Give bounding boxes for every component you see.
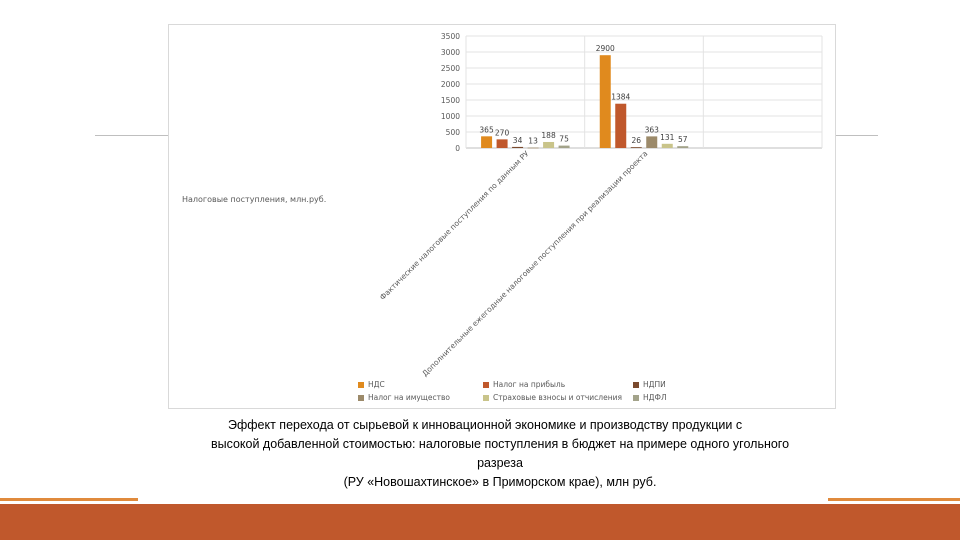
bar <box>615 103 627 148</box>
decorative-line-left <box>95 135 168 136</box>
legend-row-2: Налог на имущество Страховые взносы и от… <box>358 391 698 404</box>
bar <box>599 55 611 149</box>
legend-swatch <box>633 381 639 388</box>
data-label: 2900 <box>596 44 615 53</box>
legend-label: НДФЛ <box>643 393 667 402</box>
caption-line-2: высокой добавленной стоимостью: налоговы… <box>210 437 790 451</box>
legend-label: Налог на прибыль <box>493 380 566 389</box>
bar <box>527 147 539 149</box>
legend-item-property-tax: Налог на имущество <box>358 393 483 402</box>
y-tick-label: 3000 <box>441 48 460 57</box>
legend-label: НДС <box>368 380 385 389</box>
y-tick-label: 0 <box>455 144 460 153</box>
legend-label: Налог на имущество <box>368 393 450 402</box>
legend-row-1: НДС Налог на прибыль НДПИ <box>358 378 698 391</box>
data-label: 363 <box>645 125 660 134</box>
legend-label: Страховые взносы и отчисления <box>493 393 623 402</box>
bar <box>661 143 673 148</box>
bar <box>558 145 570 148</box>
bar <box>496 139 508 148</box>
slide-caption: Эффект перехода от сырьевой к инновацион… <box>180 416 820 492</box>
data-label: 57 <box>678 135 688 144</box>
caption-line-1: Эффект перехода от сырьевой к инновацион… <box>228 418 743 432</box>
data-label: 188 <box>541 131 556 140</box>
bottom-bar <box>0 504 960 540</box>
data-label: 75 <box>559 135 569 144</box>
y-tick-label: 2500 <box>441 64 460 73</box>
data-label: 26 <box>631 136 641 145</box>
data-label: 131 <box>660 133 675 142</box>
data-label: 270 <box>495 128 510 137</box>
y-tick-label: 2000 <box>441 80 460 89</box>
y-tick-label: 1000 <box>441 112 460 121</box>
data-label: 1384 <box>611 93 630 102</box>
legend-swatch <box>358 381 364 388</box>
legend-item-ndfl: НДФЛ <box>633 393 698 402</box>
legend-item-insurance: Страховые взносы и отчисления <box>483 393 633 402</box>
y-tick-label: 1500 <box>441 96 460 105</box>
chart-legend: НДС Налог на прибыль НДПИ Налог на имуще… <box>358 378 698 404</box>
data-label: 34 <box>513 136 523 145</box>
bar <box>646 136 658 148</box>
chart-frame <box>168 24 836 409</box>
bar <box>543 141 555 148</box>
bottom-accent-strip-right <box>828 498 960 501</box>
decorative-line-right <box>836 135 878 136</box>
caption-line-3: разреза <box>477 456 523 470</box>
bar <box>630 147 642 148</box>
data-label: 13 <box>528 137 538 146</box>
data-label: 365 <box>479 125 494 134</box>
legend-swatch <box>358 394 364 401</box>
bar <box>677 146 689 148</box>
y-tick-label: 3500 <box>441 32 460 41</box>
legend-item-nds: НДС <box>358 380 483 389</box>
x-category-label: Дополнительные ежегодные налоговые посту… <box>420 149 649 378</box>
legend-swatch <box>483 381 489 388</box>
legend-label: НДПИ <box>643 380 666 389</box>
caption-line-4: (РУ «Новошахтинское» в Приморском крае),… <box>343 475 657 489</box>
bar <box>512 146 524 148</box>
y-tick-label: 500 <box>446 128 461 137</box>
legend-swatch <box>483 394 489 401</box>
legend-swatch <box>633 394 639 401</box>
bottom-accent-strip-left <box>0 498 138 501</box>
legend-item-ndpi: НДПИ <box>633 380 698 389</box>
bar <box>481 136 493 148</box>
x-category-label: Фактические налоговые поступления по дан… <box>378 149 531 302</box>
chart-side-title: Налоговые поступления, млн.руб. <box>182 195 327 204</box>
legend-item-profit-tax: Налог на прибыль <box>483 380 633 389</box>
